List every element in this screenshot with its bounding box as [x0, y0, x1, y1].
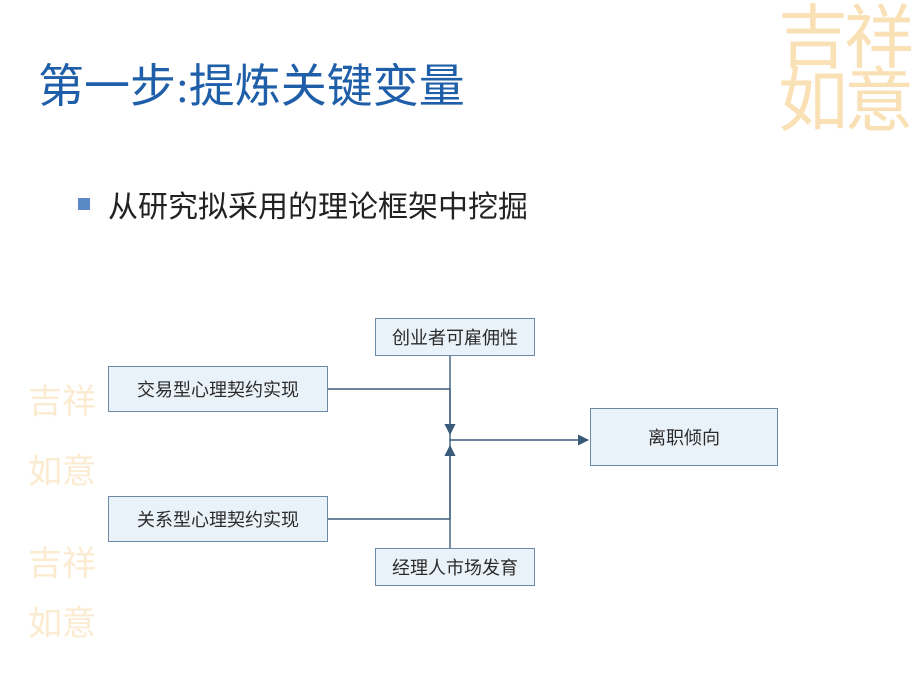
node-top-moderator: 创业者可雇佣性 — [375, 318, 535, 356]
node-label: 关系型心理契约实现 — [137, 506, 299, 532]
slide: 吉祥如意 吉祥 如意 吉祥 如意 第一步:提炼关键变量 从研究拟采用的理论框架中… — [0, 0, 920, 690]
node-left-upper: 交易型心理契约实现 — [108, 366, 328, 412]
node-label: 经理人市场发育 — [392, 554, 518, 580]
diagram: 创业者可雇佣性 交易型心理契约实现 离职倾向 关系型心理契约实现 经理人市场发育 — [0, 0, 920, 690]
node-label: 交易型心理契约实现 — [137, 376, 299, 402]
node-left-lower: 关系型心理契约实现 — [108, 496, 328, 542]
node-label: 离职倾向 — [648, 424, 720, 450]
node-right-outcome: 离职倾向 — [590, 408, 778, 466]
node-bottom-moderator: 经理人市场发育 — [375, 548, 535, 586]
node-label: 创业者可雇佣性 — [392, 324, 518, 350]
